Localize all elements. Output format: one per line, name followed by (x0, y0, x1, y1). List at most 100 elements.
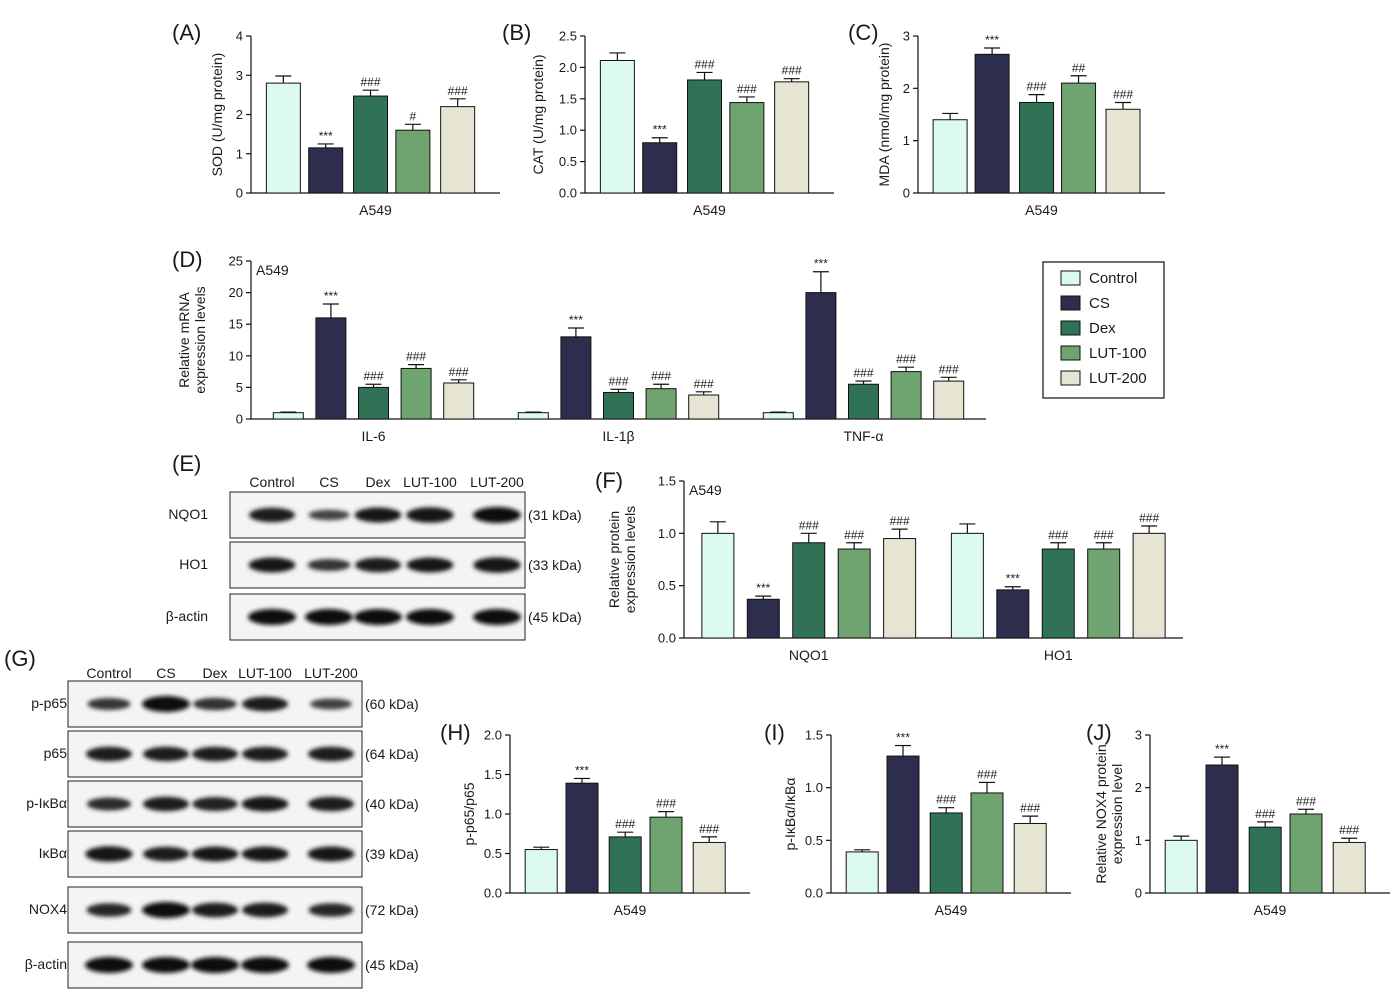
y-axis-title: expression level (1109, 764, 1125, 864)
protein-label: NQO1 (168, 506, 208, 522)
y-tick-label: 1.5 (658, 474, 676, 489)
blot-band (87, 698, 131, 710)
y-tick-label: 5 (236, 380, 243, 395)
chart-panel-d: (D) 0 5 10 15 20 25 Relative mRNA expression lev… (172, 247, 986, 444)
blot-band (473, 557, 521, 573)
kda-label: (72 kDa) (365, 902, 419, 918)
significance-label: *** (1006, 572, 1020, 586)
y-tick-label: 2.5 (559, 29, 577, 44)
bar-lut-200 (688, 394, 720, 420)
bar-lut-100 (729, 102, 765, 194)
blot-band (192, 797, 238, 811)
legend-swatch (1060, 295, 1081, 311)
significance-label: ### (1339, 823, 1359, 837)
bar-lut-100 (400, 367, 432, 420)
significance-label: ### (1048, 528, 1068, 542)
y-tick-label: 1 (1135, 833, 1142, 848)
significance-label: ### (608, 374, 628, 388)
bar-lut-100 (1289, 813, 1323, 894)
significance-label: ### (1296, 794, 1316, 808)
lane-label: LUT-100 (403, 474, 457, 490)
bar-cs (996, 589, 1030, 639)
significance-label: ### (406, 350, 426, 364)
blot-band (86, 903, 132, 917)
blot-band (86, 797, 132, 811)
bar-control (701, 532, 735, 639)
y-axis-title: Relative NOX4 protein (1093, 744, 1109, 883)
y-tick-label: 0 (236, 412, 243, 427)
bar-lut-200 (1332, 841, 1366, 894)
blot-band (241, 796, 289, 812)
legend-entry: LUT-100 (1089, 345, 1147, 362)
y-tick-label: 1.0 (805, 780, 823, 795)
panel-label: (F) (595, 468, 623, 493)
bar-lut-100 (970, 792, 1004, 894)
y-tick-label: 0 (903, 186, 910, 201)
bar-dex (1248, 826, 1282, 894)
kda-label: (33 kDa) (528, 557, 582, 573)
significance-label: ### (1113, 87, 1133, 101)
bar-cs (886, 755, 920, 894)
significance-label: ### (1094, 528, 1114, 542)
bar-lut-200 (883, 538, 917, 639)
y-tick-label: 15 (229, 317, 243, 332)
significance-label: ### (853, 366, 873, 380)
lane-label: LUT-200 (304, 665, 358, 681)
bar-lut-200 (443, 382, 475, 420)
bar-dex (353, 95, 389, 194)
blot-band (307, 846, 355, 862)
lane-label: Control (86, 665, 131, 681)
lane-label: Dex (203, 665, 228, 681)
y-tick-label: 0.5 (559, 154, 577, 169)
kda-label: (40 kDa) (365, 796, 419, 812)
bar-dex (358, 386, 389, 420)
legend-entry: Control (1089, 270, 1137, 287)
legend-swatch (1060, 270, 1081, 286)
bar-lut-200 (933, 380, 965, 420)
significance-label: ### (782, 64, 802, 78)
protein-label: p-IκBα (26, 795, 67, 811)
blot-band (191, 902, 239, 918)
bar-cs (1205, 764, 1239, 894)
bar-control (932, 119, 968, 194)
category-label: IL-1β (602, 428, 634, 444)
kda-label: (45 kDa) (528, 609, 582, 625)
western-blot-e: (E) Control CS Dex LUT-100 LUT-200 NQO1 (31 kDa… (166, 451, 582, 641)
bar-lut-100 (649, 816, 683, 894)
significance-label: ### (896, 352, 916, 366)
blot-band (248, 609, 296, 625)
chart-panel-h: (H) 0.0 0.5 1.0 1.5 2.0 p-p65/p65 A549 *** ### ###… (440, 720, 750, 918)
kda-label: (60 kDa) (365, 696, 419, 712)
y-tick-label: 1.0 (559, 123, 577, 138)
lane-label: LUT-200 (470, 474, 524, 490)
category-label: IL-6 (361, 428, 385, 444)
blot-band (142, 746, 190, 762)
blot-band (191, 846, 239, 862)
legend-entry: Dex (1089, 320, 1116, 337)
y-tick-label: 0.5 (658, 578, 676, 593)
significance-label: ### (890, 514, 910, 528)
bar-lut-100 (1061, 82, 1097, 194)
y-tick-label: 2 (1135, 780, 1142, 795)
lane-label: CS (319, 474, 338, 490)
significance-label: *** (575, 763, 589, 777)
y-axis-title: expression levels (622, 506, 638, 613)
significance-label: *** (985, 33, 999, 47)
chart-panel-j: (J) 0 1 2 3 Relative NOX4 protein expression l… (1086, 720, 1390, 918)
y-axis-title: expression levels (192, 286, 208, 393)
blot-band (142, 957, 190, 973)
blot-band (142, 796, 190, 812)
protein-label: IκBα (39, 845, 67, 861)
y-tick-label: 1.5 (805, 728, 823, 743)
y-tick-label: 1.5 (559, 91, 577, 106)
category-label: HO1 (1044, 647, 1073, 663)
x-axis-title: A549 (1254, 902, 1287, 918)
bar-lut-100 (837, 548, 871, 639)
kda-label: (45 kDa) (365, 957, 419, 973)
panel-label: (H) (440, 720, 471, 745)
blot-band (248, 557, 296, 573)
bar-cs (308, 147, 344, 194)
bar-control (272, 412, 304, 420)
